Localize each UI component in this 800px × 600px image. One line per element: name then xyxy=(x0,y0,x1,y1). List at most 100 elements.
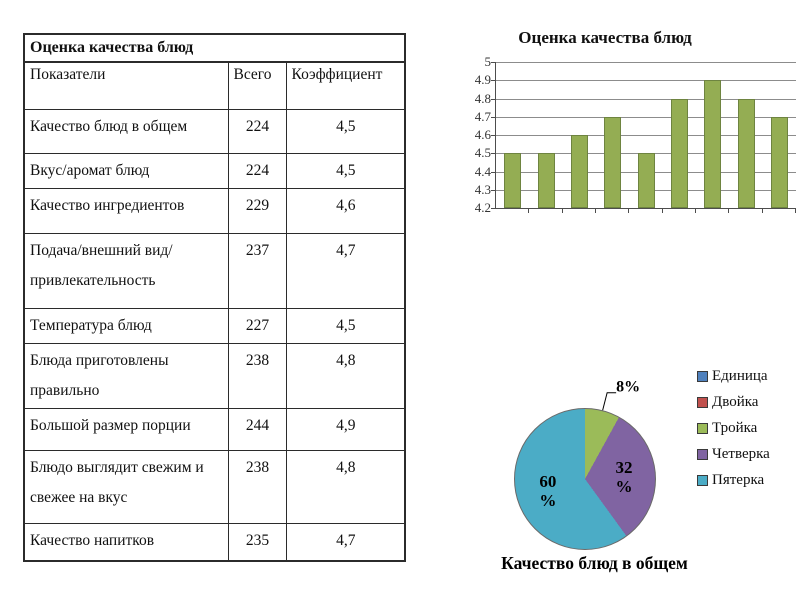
gridline xyxy=(496,62,796,63)
table-row: Вкус/аромат блюд 224 4,5 xyxy=(23,152,406,189)
y-axis-tick-label: 4.9 xyxy=(474,72,491,88)
gridline xyxy=(496,116,796,118)
y-axis-tick-mark xyxy=(491,80,496,82)
gridline xyxy=(496,135,796,136)
table-title-row: Оценка качества блюд xyxy=(22,33,407,63)
y-axis-tick-mark xyxy=(491,98,496,100)
row-coefficient: 4,9 xyxy=(285,407,406,451)
column-header-total: Всего xyxy=(227,61,287,110)
x-axis-tick-mark xyxy=(761,209,763,213)
y-axis-tick-label: 5 xyxy=(484,54,492,69)
y-axis-tick-label: 4.5 xyxy=(474,145,491,161)
x-axis-tick-mark xyxy=(561,209,563,213)
y-axis-tick-label: 4.4 xyxy=(474,163,491,179)
y-axis-tick-label: 4.6 xyxy=(474,127,491,142)
bar xyxy=(770,116,788,208)
table-header-row: Показатели Всего Коэффициент xyxy=(23,61,406,110)
x-axis-tick-mark xyxy=(595,209,596,213)
pie-chart xyxy=(514,408,656,550)
column-header-indicator: Показатели xyxy=(23,61,229,110)
table-row: Большой размер порции 244 4,9 xyxy=(23,407,406,451)
row-coefficient: 4,7 xyxy=(285,522,406,562)
x-axis-tick-mark xyxy=(528,209,530,213)
legend-item: Пятерка xyxy=(697,467,770,493)
row-total: 227 xyxy=(227,307,287,344)
quality-table: Оценка качества блюд Показатели Всего Ко… xyxy=(22,33,407,562)
row-coefficient: 4,5 xyxy=(285,108,406,154)
row-total: 238 xyxy=(227,342,287,409)
pie-legend: Единица Двойка Тройка Четверка Пятерка xyxy=(697,363,770,493)
bar xyxy=(570,135,588,208)
table-row: Блюдо выглядит свежим и свежее на вкус 23… xyxy=(23,449,406,524)
x-axis-tick-mark xyxy=(661,209,663,213)
x-axis-tick-mark xyxy=(728,209,730,213)
bar-chart-title: Оценка качества блюд xyxy=(518,28,692,47)
row-coefficient: 4,7 xyxy=(285,232,406,309)
legend-item: Четверка xyxy=(697,441,770,467)
y-axis-tick-label: 4.3 xyxy=(474,181,491,197)
y-axis-tick-mark xyxy=(491,171,496,173)
legend-swatch xyxy=(697,370,708,382)
y-axis-tick-mark xyxy=(491,135,496,136)
row-label: Качество ингредиентов xyxy=(23,187,229,234)
bar xyxy=(670,98,688,208)
y-axis-tick-mark xyxy=(491,153,496,155)
y-axis-tick-label: 4.7 xyxy=(474,108,491,124)
legend-item: Тройка xyxy=(697,415,770,441)
row-coefficient: 4,6 xyxy=(285,187,406,234)
row-label: Подача/внешний вид/привлекательность xyxy=(23,232,229,309)
table-row: Качество блюд в общем 224 4,5 xyxy=(23,108,406,154)
x-axis-tick-mark xyxy=(795,209,796,213)
legend-label: Пятерка xyxy=(712,471,765,488)
gridline xyxy=(496,98,796,100)
bar xyxy=(704,80,722,208)
row-coefficient: 4,8 xyxy=(285,342,406,409)
legend-swatch xyxy=(697,396,708,408)
legend-item: Двойка xyxy=(697,389,770,415)
bar xyxy=(504,153,522,208)
y-axis-tick-mark xyxy=(491,62,496,63)
row-total: 224 xyxy=(227,108,287,154)
table-row: Подача/внешний вид/привлекательность 237 4… xyxy=(23,232,406,309)
y-axis-tick-mark xyxy=(491,116,496,118)
row-label: Качество блюд в общем xyxy=(23,108,229,154)
gridline xyxy=(496,80,796,82)
legend-label: Двойка xyxy=(712,393,759,410)
y-axis-tick-mark xyxy=(491,189,496,191)
row-total: 244 xyxy=(227,407,287,451)
row-total: 235 xyxy=(227,522,287,562)
table-row: Блюда приготовлены правильно 238 4,8 xyxy=(23,342,406,409)
row-coefficient: 4,8 xyxy=(285,449,406,524)
row-coefficient: 4,5 xyxy=(285,152,406,189)
row-label: Блюда приготовлены правильно xyxy=(23,342,229,409)
bar xyxy=(637,153,655,208)
bar-chart-plot-area xyxy=(495,62,796,209)
pie-slice-label: 60 % xyxy=(539,472,557,511)
legend-label: Тройка xyxy=(712,419,758,436)
bar xyxy=(604,116,622,208)
legend-swatch xyxy=(697,448,708,460)
x-axis-tick-mark xyxy=(628,209,630,213)
y-axis-tick-label: 4.2 xyxy=(474,200,491,215)
pie-slice-label: 8% xyxy=(616,378,641,396)
table-row: Температура блюд 227 4,5 xyxy=(23,307,406,344)
y-axis-tick-mark xyxy=(491,208,496,209)
row-label: Качество напитков xyxy=(23,522,229,562)
row-label: Блюдо выглядит свежим и свежее на вкус xyxy=(23,449,229,524)
row-label: Большой размер порции xyxy=(23,407,229,451)
row-label: Температура блюд xyxy=(23,307,229,344)
row-total: 224 xyxy=(227,152,287,189)
legend-swatch xyxy=(697,474,708,486)
pie-slice-label: 32 % xyxy=(615,457,633,496)
row-coefficient: 4,5 xyxy=(285,307,406,344)
table-row: Качество напитков 235 4,7 xyxy=(23,522,406,562)
pie-chart-title: Качество блюд в общем xyxy=(501,553,688,573)
bar xyxy=(737,98,755,208)
legend-label: Единица xyxy=(712,367,768,384)
x-axis-tick-mark xyxy=(695,209,696,213)
row-total: 238 xyxy=(227,449,287,524)
table-row: Качество ингредиентов 229 4,6 xyxy=(23,187,406,234)
legend-item: Единица xyxy=(697,363,770,389)
column-header-coefficient: Коэффициент xyxy=(285,61,406,110)
row-total: 229 xyxy=(227,187,287,234)
